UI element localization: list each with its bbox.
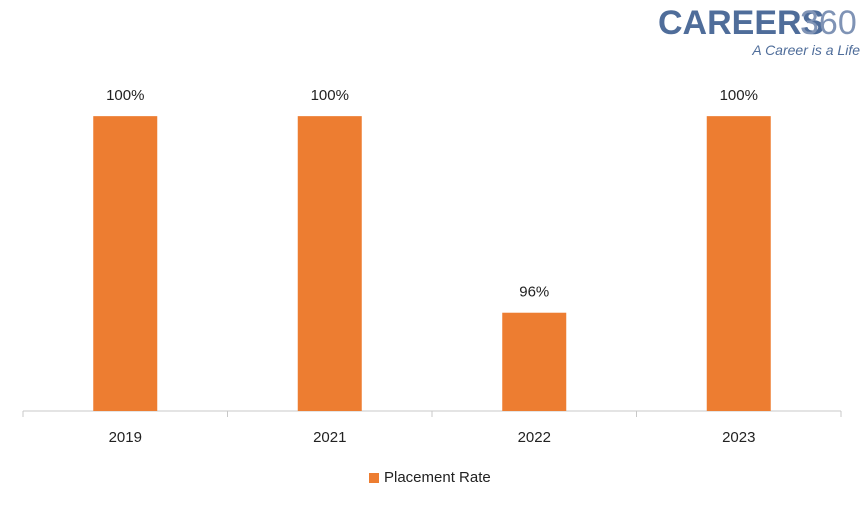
data-label: 96% bbox=[519, 284, 549, 301]
bar bbox=[93, 116, 158, 412]
bar bbox=[502, 312, 567, 411]
x-tick-label: 2021 bbox=[313, 429, 346, 446]
logo: CAREERS 360 A Career is a Life bbox=[658, 4, 860, 58]
legend-label: Placement Rate bbox=[384, 469, 491, 486]
x-tick-label: 2022 bbox=[518, 429, 551, 446]
bar bbox=[297, 116, 362, 412]
bar bbox=[706, 116, 771, 412]
logo-name: CAREERS bbox=[658, 4, 824, 42]
data-label: 100% bbox=[106, 87, 144, 104]
data-label: 100% bbox=[720, 87, 758, 104]
logo-number: 360 bbox=[800, 4, 857, 42]
x-tick-label: 2023 bbox=[722, 429, 755, 446]
logo-tagline: A Career is a Life bbox=[751, 42, 860, 58]
data-label: 100% bbox=[311, 87, 349, 104]
legend-swatch bbox=[369, 473, 379, 483]
x-tick-label: 2019 bbox=[109, 429, 142, 446]
